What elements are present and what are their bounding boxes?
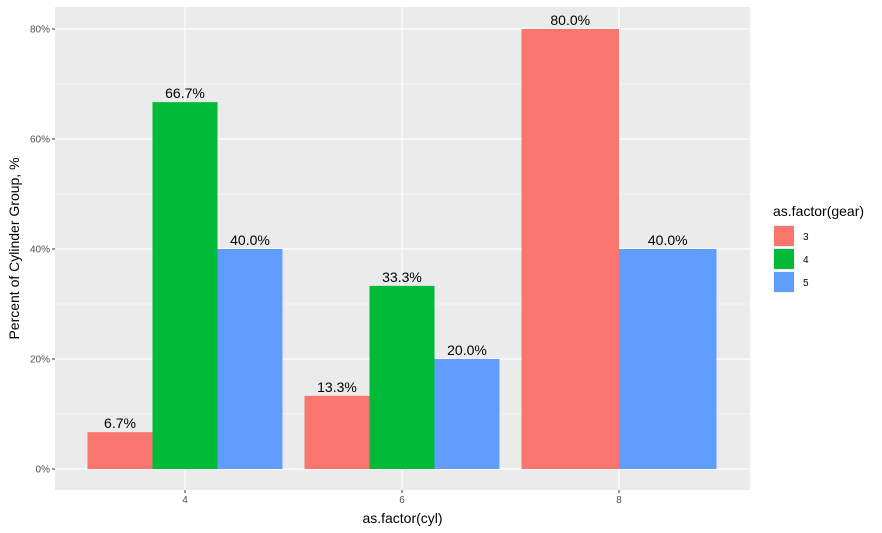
y-tick-label: 80% <box>30 25 50 36</box>
legend-key-4 <box>774 249 794 269</box>
data-label: 20.0% <box>447 342 487 358</box>
bar-gear-5-cyl-6 <box>434 359 500 469</box>
y-tick-label: 60% <box>30 135 50 146</box>
legend-label: 5 <box>803 278 809 289</box>
legend-key-3 <box>774 226 794 246</box>
bar-gear-4-cyl-4 <box>152 102 218 470</box>
bar-gear-3-cyl-4 <box>87 432 153 469</box>
bar-gear-5-cyl-8 <box>619 249 717 469</box>
legend-title: as.factor(gear) <box>773 203 864 219</box>
y-tick-label: 0% <box>36 465 51 476</box>
legend-label: 4 <box>803 255 809 266</box>
y-axis-title: Percent of Cylinder Group, % <box>6 157 22 339</box>
x-axis-title: as.factor(cyl) <box>362 510 442 526</box>
data-label: 40.0% <box>648 232 688 248</box>
x-tick-label: 8 <box>616 495 622 506</box>
x-tick-label: 4 <box>182 495 188 506</box>
y-tick-label: 40% <box>30 245 50 256</box>
legend-key-5 <box>774 272 794 292</box>
data-label: 33.3% <box>382 269 422 285</box>
legend-label: 3 <box>803 232 809 243</box>
y-tick-label: 20% <box>30 355 50 366</box>
data-label: 80.0% <box>550 12 590 28</box>
data-label: 13.3% <box>317 379 357 395</box>
data-label: 66.7% <box>165 85 205 101</box>
bar-gear-4-cyl-6 <box>369 285 435 469</box>
data-label: 40.0% <box>230 232 270 248</box>
data-label: 6.7% <box>104 415 136 431</box>
x-tick-label: 6 <box>399 495 405 506</box>
bar-gear-3-cyl-8 <box>521 29 619 469</box>
bar-gear-5-cyl-4 <box>217 249 283 469</box>
bar-gear-3-cyl-6 <box>304 395 370 469</box>
